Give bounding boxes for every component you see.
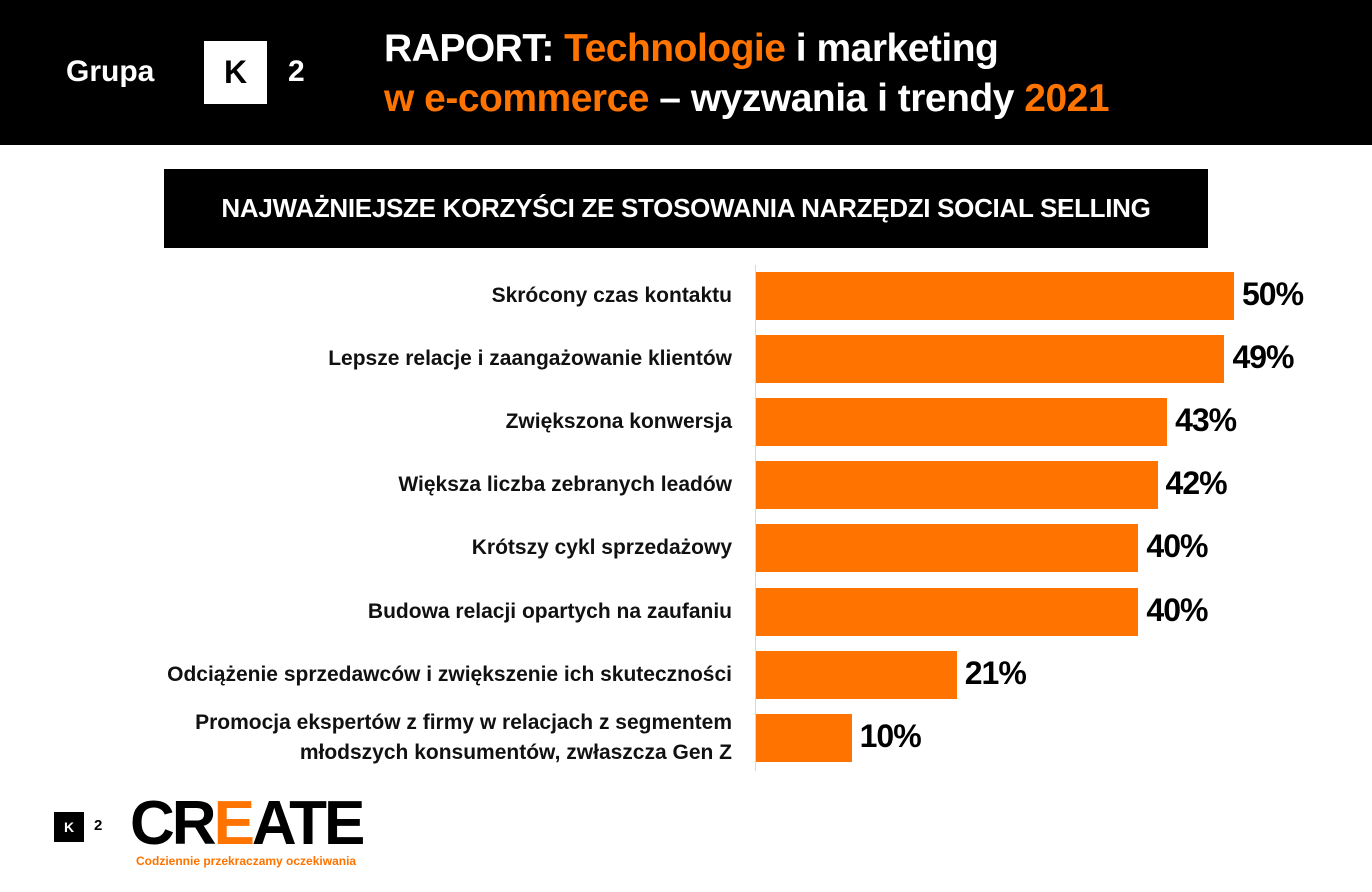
category-label-line: Lepsze relacje i zaangażowanie klientów [328,347,732,371]
category-label-line: Budowa relacji opartych na zaufaniu [367,599,732,623]
category-label-line: młodszych konsumentów, zwłaszcza Gen Z [299,740,732,764]
report-header: Grupa K 2 RAPORT: Technologie i marketin… [0,0,1372,145]
bar [756,335,1225,384]
report-title: RAPORT: Technologie i marketing w e-comm… [384,24,1110,124]
title-part-4: w e-commerce [384,77,649,120]
brand-k-logo: K [204,41,267,104]
footer-k-number: 2 [94,817,103,834]
category-label: Odciążenie sprzedawców i zwiększenie ich… [167,660,732,690]
value-label: 21% [964,654,1027,691]
value-label: 10% [859,717,922,754]
value-label: 40% [1146,528,1208,565]
bar [756,587,1139,636]
category-label-line: Odciążenie sprzedawców i zwiększenie ich… [167,662,732,686]
category-label: Promocja ekspertów z firmy w relacjach z… [195,708,732,768]
category-label: Lepsze relacje i zaangażowanie klientów [328,344,732,374]
category-label: Większa liczba zebranych leadów [398,470,732,500]
chart-title: NAJWAŻNIEJSZE KORZYŚCI ZE STOSOWANIA NAR… [164,169,1208,248]
bar [756,398,1168,447]
brand-number: 2 [288,55,305,88]
bar [756,272,1234,320]
category-label: Zwiększona konwersja [506,407,732,437]
bar [756,713,852,762]
category-label-line: Większa liczba zebranych leadów [398,473,732,497]
category-label-line: Promocja ekspertów z firmy w relacjach z… [195,710,732,734]
title-part-2: Technologie [564,27,786,70]
footer-k-logo: K [54,812,84,842]
bar [756,461,1158,510]
logo-ate: ATE [251,789,365,858]
value-label: 49% [1232,339,1294,376]
title-part-6: 2021 [1024,77,1110,120]
title-part-1: RAPORT: [384,27,565,70]
title-part-3: i marketing [785,27,999,70]
category-label-line: Skrócony czas kontaktu [491,284,732,307]
category-label: Budowa relacji opartych na zaufaniu [368,597,732,627]
footer-tagline: Codziennie przekraczamy oczekiwania [136,854,357,868]
category-label: Skrócony czas kontaktu [492,281,732,311]
value-label: 42% [1165,465,1228,502]
category-label-line: Krótszy cykl sprzedażowy [471,536,732,560]
value-label: 40% [1146,591,1208,628]
logo-e: E [213,789,255,858]
create-logo: CREATE [130,789,365,858]
value-label: 50% [1242,276,1304,312]
title-part-5: – wyzwania i trendy [648,77,1025,120]
category-label-line: Zwiększona konwersja [505,410,732,434]
chart-axis-line [755,265,756,771]
bar [756,650,957,699]
logo-cr: CR [130,789,217,858]
category-label: Krótszy cykl sprzedażowy [472,533,732,563]
bar [756,524,1139,573]
brand-word: Grupa [66,55,155,88]
value-label: 43% [1175,402,1237,439]
